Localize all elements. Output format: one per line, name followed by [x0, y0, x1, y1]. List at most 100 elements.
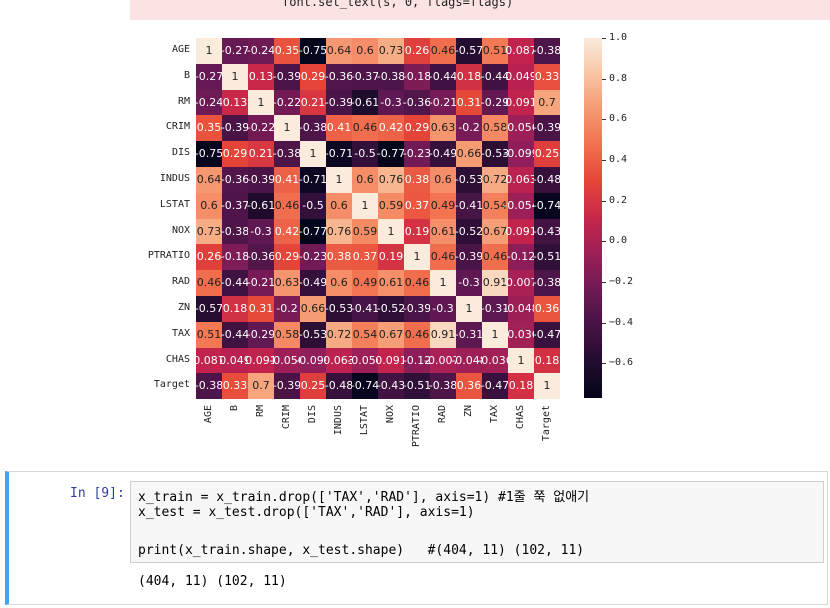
heatmap-cell-value: -0.74: [350, 379, 380, 393]
heatmap-cell: [404, 296, 430, 322]
heatmap-cell-value: -0.77: [376, 147, 406, 161]
heatmap-cell: [222, 373, 248, 400]
heatmap-cell-value: 1: [231, 69, 239, 83]
heatmap-cell: [430, 115, 456, 142]
heatmap-cell-value: 0.091: [245, 353, 277, 367]
heatmap-cell-value: -0.3: [458, 276, 480, 290]
heatmap-cell: [326, 218, 352, 245]
heatmap-column-label: LSTAT: [359, 405, 370, 436]
heatmap-cell-value: -0.23: [298, 250, 328, 264]
heatmap-cell: [508, 321, 534, 348]
heatmap-cell: [508, 347, 534, 374]
heatmap-row-label: INDUS: [159, 173, 190, 184]
heatmap-cell-value: 0.087: [193, 353, 225, 367]
heatmap-cell-value: 0.46: [352, 121, 378, 135]
heatmap-cell-value: -0.53: [480, 147, 510, 161]
heatmap-cell: [456, 38, 482, 64]
colorbar-tick-label: 1.0: [609, 32, 628, 43]
heatmap-cell: [508, 38, 534, 64]
heatmap-cell-value: -0.2: [458, 121, 480, 135]
heatmap-cell: [456, 167, 482, 193]
heatmap-cell: [248, 141, 274, 168]
heatmap-cell-value: 0.29: [222, 147, 248, 161]
heatmap-cell: [456, 115, 482, 142]
heatmap-cell: [352, 270, 378, 297]
heatmap-cell-value: 0.38: [404, 173, 430, 186]
heatmap-cell-value: -0.61: [246, 198, 276, 212]
heatmap-cell-value: -0.53: [324, 302, 354, 315]
heatmap-cell: [196, 115, 222, 142]
heatmap-cell: [508, 373, 534, 400]
heatmap-cell: [274, 89, 300, 116]
heatmap-cell-value: 0.37: [352, 250, 378, 264]
heatmap-cell: [326, 270, 352, 297]
heatmap-cell: [508, 244, 534, 271]
heatmap-cell: [534, 218, 560, 245]
heatmap-cell-value: -0.61: [350, 95, 380, 109]
heatmap-cell-value: 1: [491, 327, 499, 341]
heatmap-cell: [534, 89, 560, 116]
heatmap-cell: [404, 141, 430, 168]
heatmap-cell: [404, 89, 430, 116]
cell-output: (404, 11) (102, 11): [138, 574, 287, 589]
heatmap-cell-value: 0.13: [222, 95, 248, 109]
heatmap-cell-value: 0.63: [430, 121, 456, 135]
heatmap-cell: [482, 63, 508, 90]
heatmap-cell-value: 1: [205, 44, 213, 57]
heatmap-cell: [326, 38, 352, 64]
heatmap-cell: [378, 373, 404, 400]
heatmap-cell-value: -0.24: [246, 44, 276, 57]
heatmap-cell-value: 0.31: [456, 95, 482, 109]
heatmap-cell: [430, 270, 456, 297]
heatmap-cell-value: -0.31: [480, 302, 510, 315]
heatmap-cell: [352, 296, 378, 322]
heatmap-cell-value: -0.41: [454, 198, 484, 212]
heatmap-cell-value: 0.91: [430, 327, 456, 341]
heatmap-column-label: CHAS: [515, 405, 526, 430]
colorbar-tick-mark: [602, 119, 606, 121]
code-editor[interactable]: [130, 481, 824, 563]
heatmap-cell-value: -0.44: [480, 69, 510, 83]
heatmap-cell-value: -0.12: [506, 250, 536, 264]
heatmap-cell: [456, 244, 482, 271]
colorbar-tick-label: 0.8: [609, 72, 628, 84]
heatmap-cell-value: -0.39: [272, 69, 302, 83]
heatmap-cell-value: -0.5: [302, 198, 324, 212]
heatmap-cell-value: 0.35: [196, 121, 222, 135]
colorbar-tick-mark: [602, 38, 606, 39]
heatmap-cell-value: 0.31: [248, 302, 274, 315]
heatmap-row-label: CRIM: [165, 121, 190, 133]
heatmap-cell-value: -0.0074: [424, 353, 462, 367]
heatmap-cell: [326, 89, 352, 116]
heatmap-cell: [248, 167, 274, 193]
heatmap-cell-value: -0.44: [428, 69, 458, 83]
heatmap-cell-value: 0.29: [300, 69, 326, 83]
heatmap-cell-value: -0.39: [324, 95, 354, 109]
heatmap-cell: [482, 270, 508, 297]
heatmap-cell-value: -0.056: [269, 353, 305, 367]
heatmap-cell-value: 0.29: [274, 250, 300, 264]
heatmap-cell-value: -0.18: [402, 69, 432, 83]
heatmap-cell: [326, 321, 352, 348]
heatmap-cell: [378, 192, 404, 219]
heatmap-cell: [430, 296, 456, 322]
heatmap-cell-value: -0.52: [454, 224, 484, 238]
heatmap-cell-value: -0.36: [324, 69, 354, 83]
heatmap-cell: [222, 218, 248, 245]
heatmap-cell-value: 1: [257, 95, 265, 109]
heatmap-cell-value: 0.66: [300, 302, 326, 315]
heatmap-cell: [274, 347, 300, 374]
heatmap-cell-value: 1: [387, 224, 395, 238]
heatmap-cell: [196, 38, 222, 64]
heatmap-cell-value: 0.59: [352, 224, 378, 238]
heatmap-cell: [404, 115, 430, 142]
heatmap-cell-value: -0.53: [298, 327, 328, 341]
heatmap-cell-value: -0.0074: [502, 276, 540, 290]
heatmap-cell-value: -0.71: [298, 173, 328, 186]
heatmap-cell-value: 0.76: [326, 224, 352, 238]
heatmap-cell-value: 0.67: [482, 224, 508, 238]
heatmap-cell-value: 0.91: [482, 276, 508, 290]
heatmap-cell: [196, 321, 222, 348]
heatmap-cell: [274, 141, 300, 168]
heatmap-cell-value: -0.38: [272, 147, 302, 161]
